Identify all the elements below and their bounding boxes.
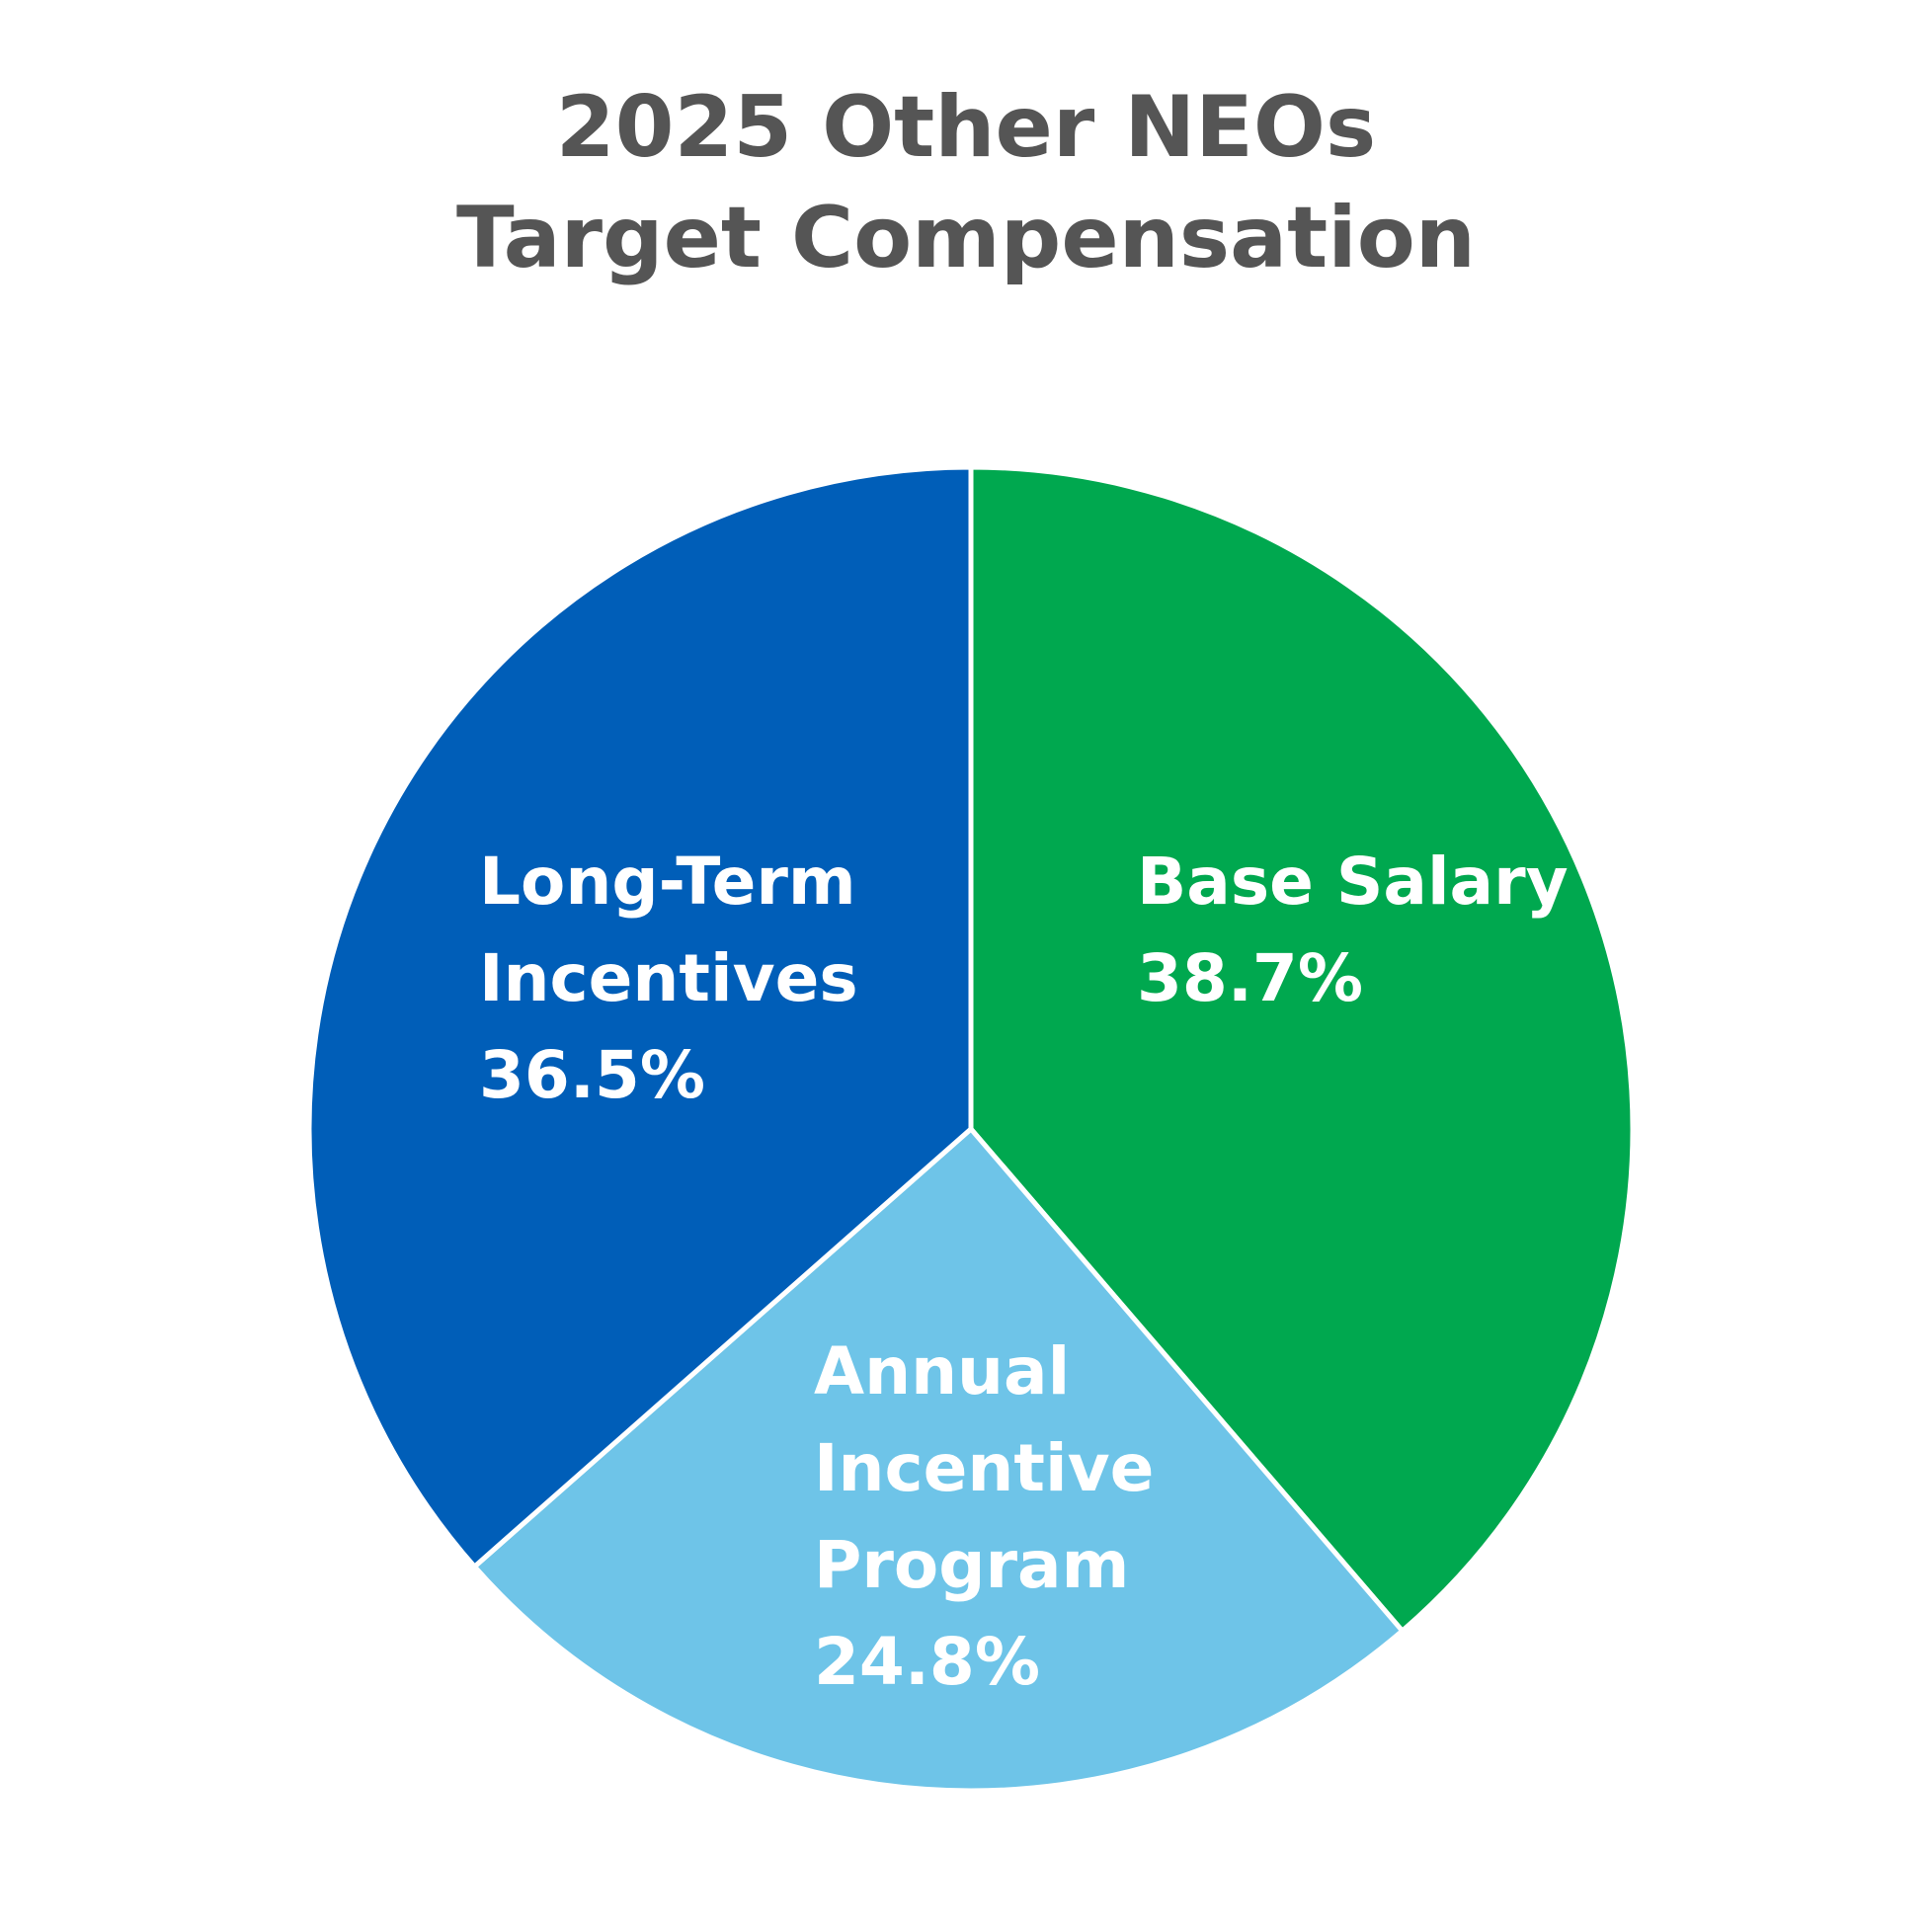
pie-slice xyxy=(470,1125,1407,1794)
chart-title: Target Compensation xyxy=(456,189,1476,287)
label-line: Incentive xyxy=(814,1430,1176,1506)
pie-slice xyxy=(968,464,1636,1635)
label-line: Program xyxy=(814,1527,1129,1603)
slice-label: Base Salary xyxy=(1137,844,1569,920)
value-label: 38.7% xyxy=(1137,940,1363,1016)
slice-label: Annual Incentive Program xyxy=(814,1333,1176,1603)
label-line: Base Salary xyxy=(1137,844,1569,920)
value-label: 36.5% xyxy=(479,1037,705,1113)
label-line: Annual xyxy=(814,1333,1092,1409)
label-line: Long-Term xyxy=(479,844,879,920)
value-label: 24.8% xyxy=(814,1624,1040,1700)
chart-title: 2025 Other NEOs xyxy=(556,78,1376,177)
slice-label: Long-Term Incentives xyxy=(479,844,879,1016)
pie-slice xyxy=(306,464,974,1570)
label-line: Incentives xyxy=(479,940,858,1016)
